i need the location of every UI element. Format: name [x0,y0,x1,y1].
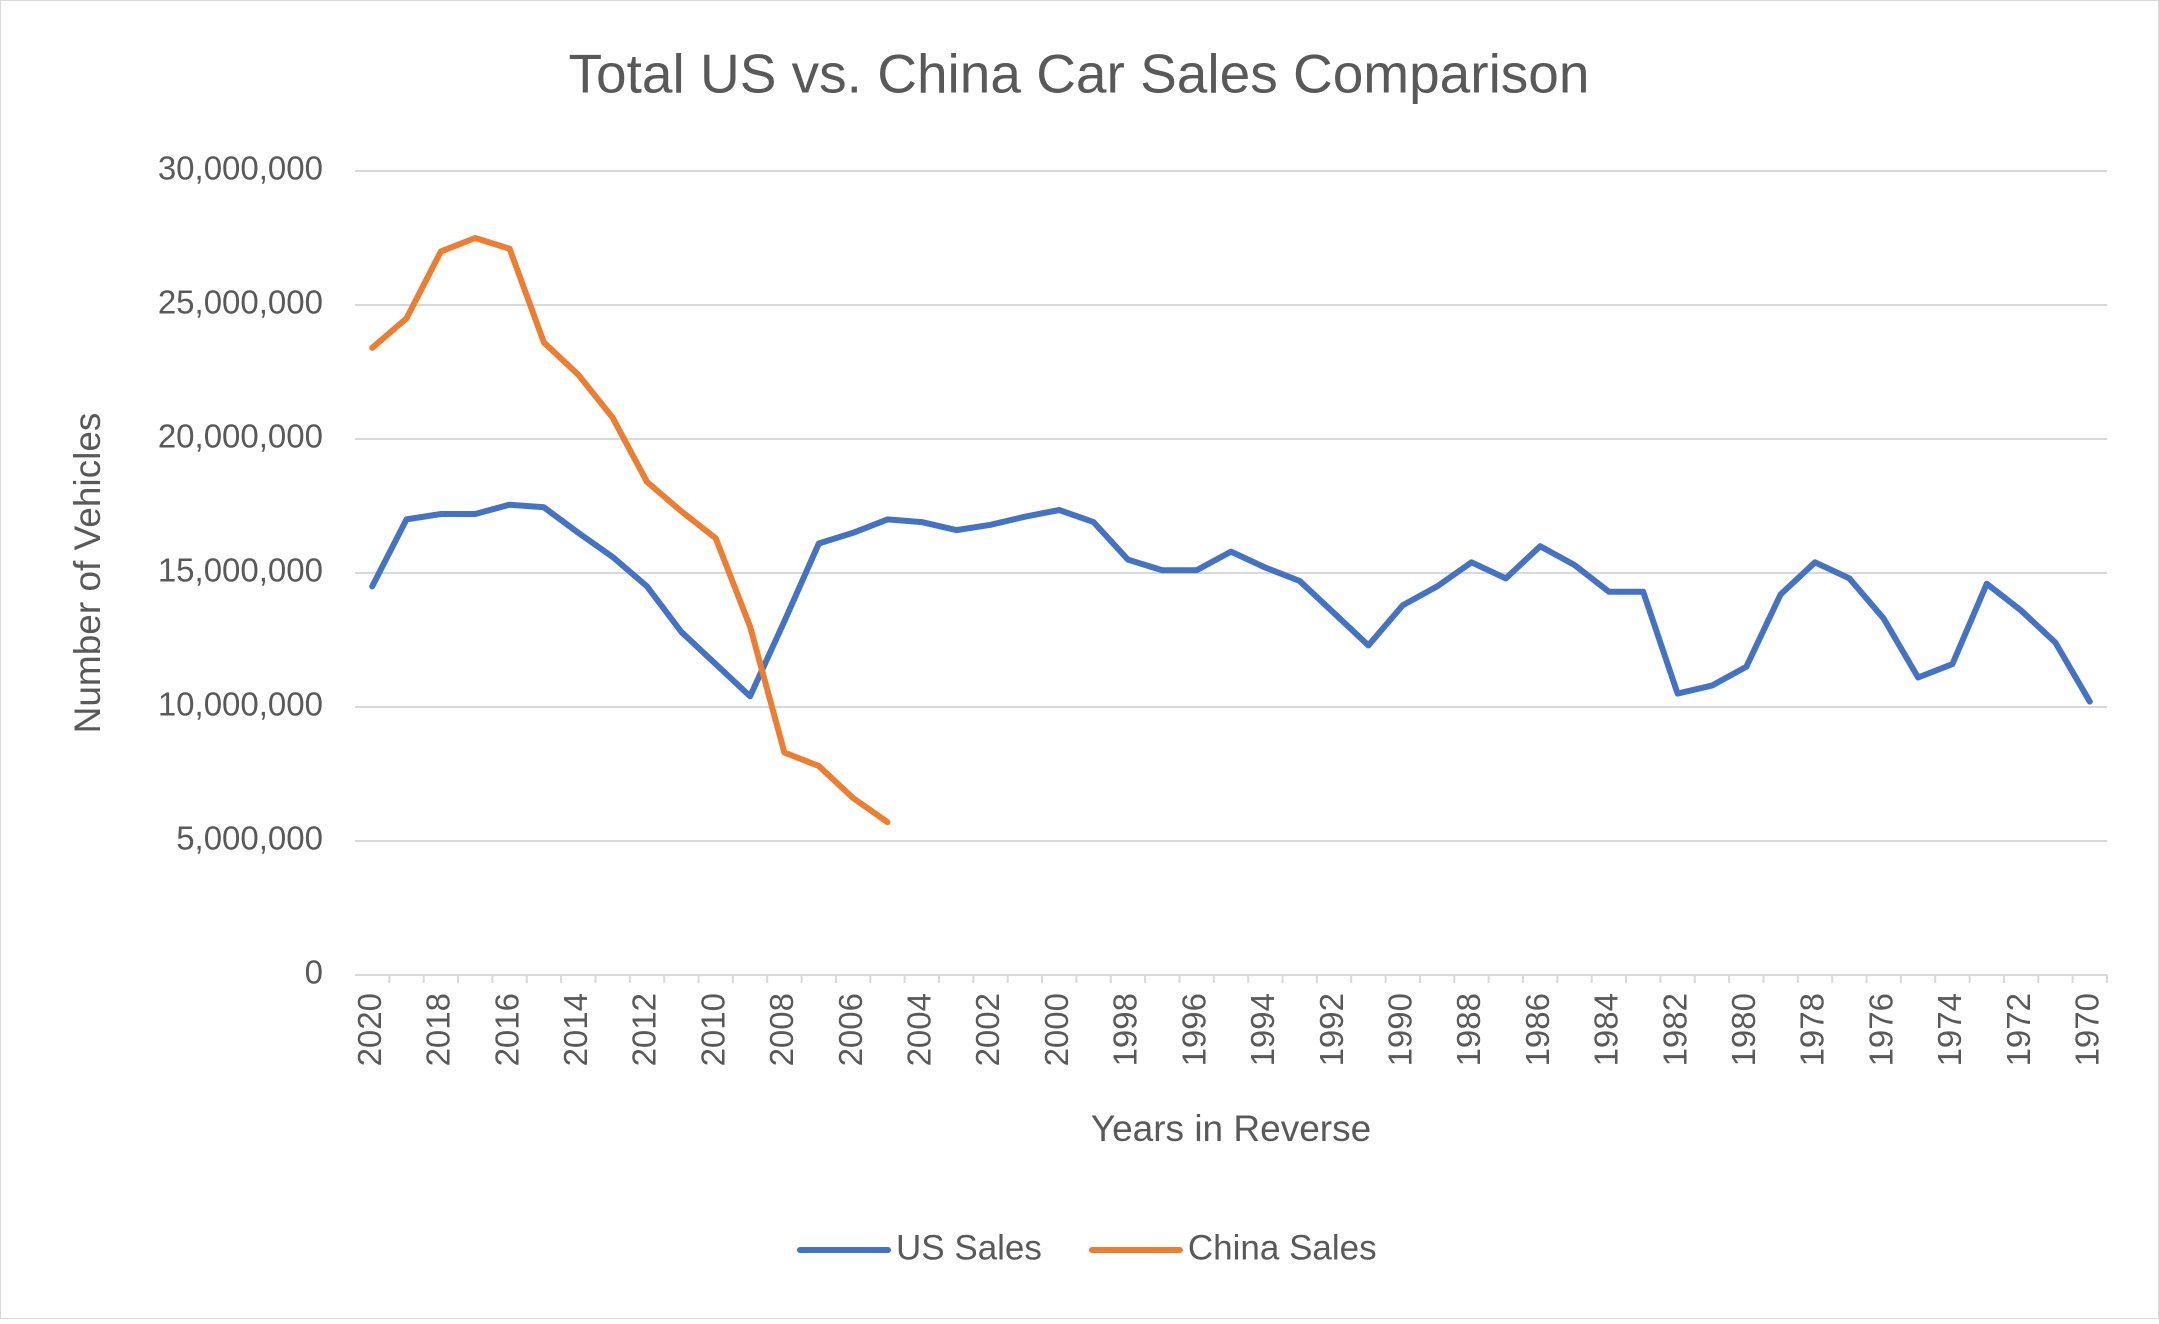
x-tick-label: 1990 [1381,993,1418,1066]
legend-label: China Sales [1188,1228,1377,1267]
x-tick-label: 2004 [901,993,938,1066]
x-tick-label: 1982 [1656,993,1693,1066]
y-tick-label: 5,000,000 [176,820,323,857]
x-tick-label: 2018 [420,993,457,1066]
chart-title: Total US vs. China Car Sales Comparison [569,43,1590,105]
x-tick-label: 2020 [351,993,388,1066]
x-tick-label: 1998 [1107,993,1144,1066]
x-tick-label: 1992 [1313,993,1350,1066]
y-tick-label: 30,000,000 [158,150,323,187]
x-tick-label: 1986 [1519,993,1556,1066]
y-tick-label: 15,000,000 [158,552,323,589]
legend-label: US Sales [896,1228,1042,1267]
x-tick-label: 1980 [1725,993,1762,1066]
x-tick-label: 1984 [1588,993,1625,1066]
y-tick-label: 25,000,000 [158,284,323,321]
x-tick-label: 1970 [2069,993,2106,1066]
x-tick-label: 1974 [1931,993,1968,1066]
y-tick-label: 0 [305,954,323,991]
series-line [369,235,891,826]
x-axis-label: Years in Reverse [1091,1108,1371,1149]
x-tick-label: 2012 [626,993,663,1066]
x-tick-label: 2000 [1038,993,1075,1066]
x-tick-label: 1988 [1450,993,1487,1066]
x-tick-label: 2016 [488,993,525,1066]
x-tick-label: 1994 [1244,993,1281,1066]
x-tick-label: 2014 [557,993,594,1066]
y-tick-label: 20,000,000 [158,418,323,455]
y-tick-label: 10,000,000 [158,686,323,723]
x-tick-label: 1996 [1175,993,1212,1066]
x-tick-label: 2010 [694,993,731,1066]
x-tick-label: 2006 [832,993,869,1066]
x-tick-label: 2008 [763,993,800,1066]
y-axis-label: Number of Vehicles [67,413,108,734]
x-tick-label: 2002 [969,993,1006,1066]
x-tick-label: 1972 [2000,993,2037,1066]
x-tick-label: 1976 [1862,993,1899,1066]
x-tick-label: 1978 [1794,993,1831,1066]
series-line [369,501,2093,705]
